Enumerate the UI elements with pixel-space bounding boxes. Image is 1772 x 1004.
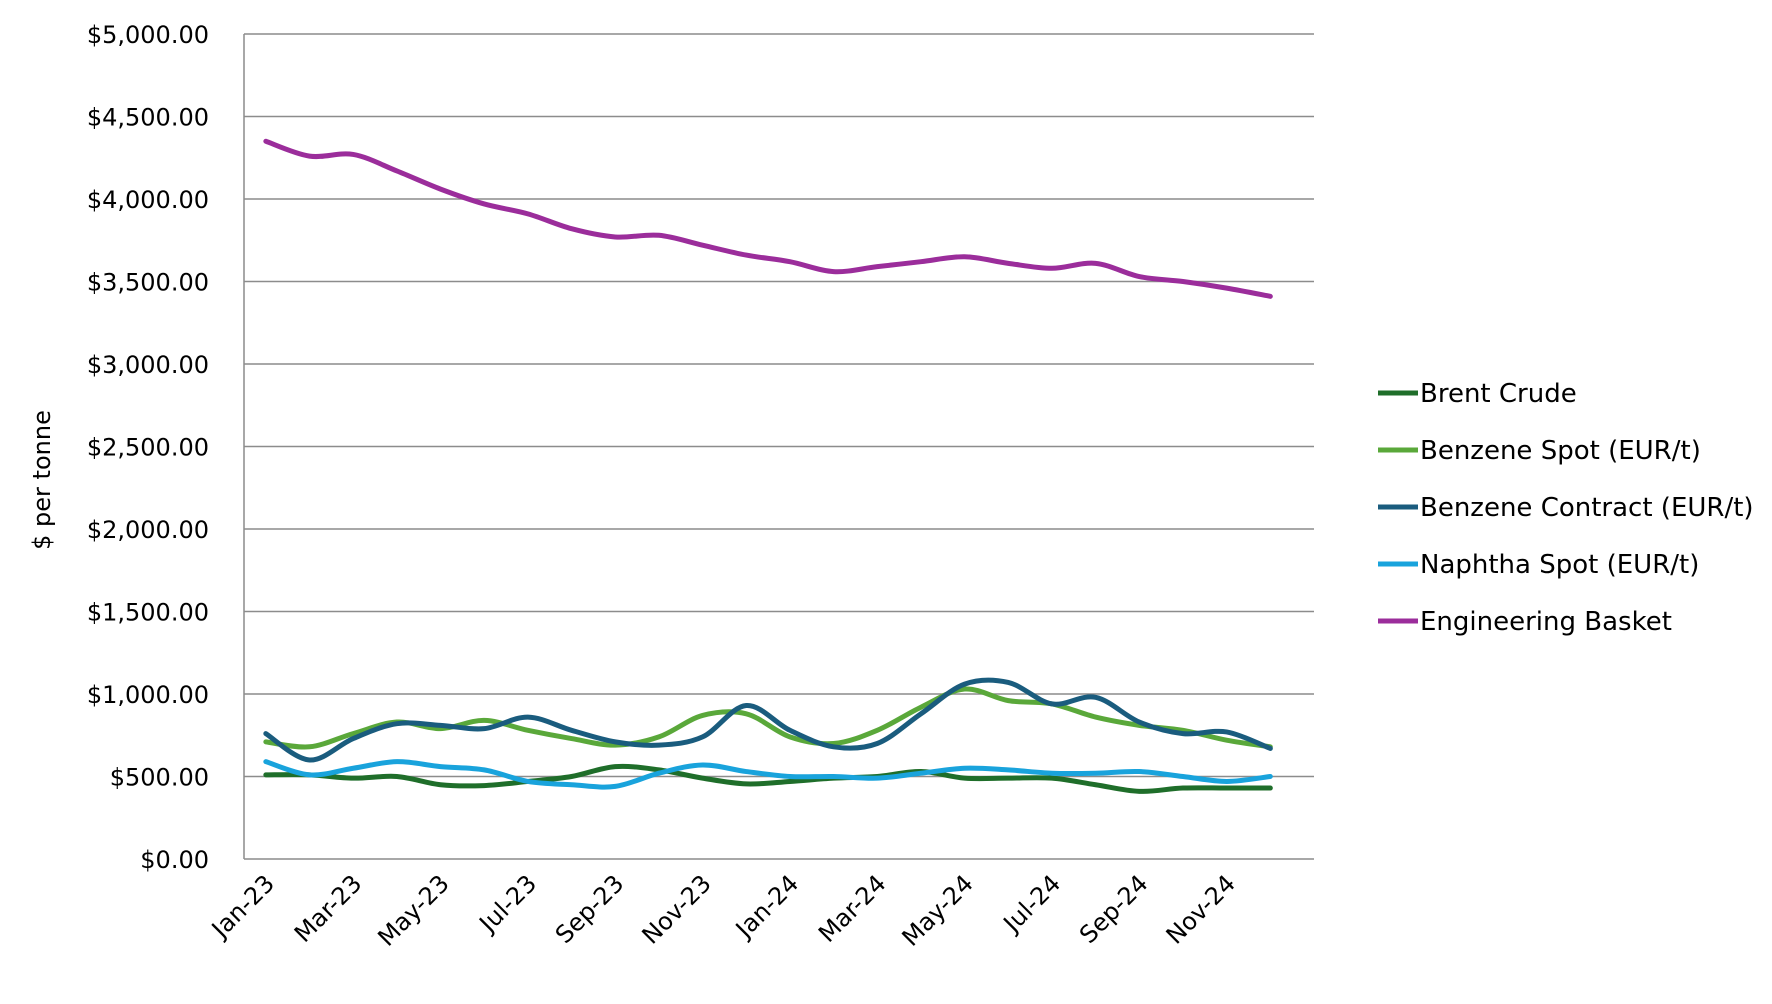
x-tick-label: Mar-23 bbox=[289, 869, 367, 947]
y-tick-label: $3,000.00 bbox=[87, 351, 209, 379]
x-tick-label: Jan-23 bbox=[205, 869, 280, 944]
y-tick-label: $1,500.00 bbox=[87, 599, 209, 627]
x-tick-label: Nov-24 bbox=[1161, 869, 1241, 949]
series-line-engineering-basket bbox=[263, 138, 1273, 299]
y-tick-label: $0.00 bbox=[140, 846, 209, 874]
x-axis-ticks: Jan-23 Mar-23 May-23 Jul-23 Sep-23 Nov-23 Jan-… bbox=[205, 869, 1241, 951]
legend-label: Brent Crude bbox=[1420, 379, 1577, 409]
y-tick-label: $1,000.00 bbox=[87, 681, 209, 709]
series-line-benzene-contract-eur-t bbox=[263, 677, 1273, 763]
legend-label: Engineering Basket bbox=[1420, 607, 1672, 637]
x-tick-label: Jan-24 bbox=[729, 869, 804, 944]
gridlines bbox=[243, 33, 1314, 860]
x-tick-label: Nov-23 bbox=[637, 869, 717, 949]
series-line-benzene-spot-eur-t bbox=[263, 686, 1273, 750]
x-tick-label: Jul-24 bbox=[997, 869, 1066, 938]
series-line-naphtha-spot-eur-t bbox=[263, 759, 1273, 790]
y-tick-label: $500.00 bbox=[110, 764, 209, 792]
series-lines bbox=[263, 138, 1273, 794]
y-tick-label: $5,000.00 bbox=[87, 21, 209, 49]
legend: Brent Crude Benzene Spot (EUR/t) Benzene C… bbox=[1378, 379, 1754, 637]
y-tick-label: $2,000.00 bbox=[87, 516, 209, 544]
x-tick-label: Jul-23 bbox=[473, 869, 542, 938]
legend-label: Naphtha Spot (EUR/t) bbox=[1420, 550, 1699, 580]
y-tick-label: $2,500.00 bbox=[87, 434, 209, 462]
x-tick-label: Sep-24 bbox=[1074, 869, 1154, 949]
legend-label: Benzene Spot (EUR/t) bbox=[1420, 436, 1701, 466]
y-tick-label: $4,000.00 bbox=[87, 186, 209, 214]
series-line-brent-crude bbox=[263, 763, 1273, 794]
x-tick-label: Sep-23 bbox=[550, 869, 630, 949]
y-axis-ticks: $0.00 $500.00 $1,000.00 $1,500.00 $2,000.00 $… bbox=[87, 21, 209, 874]
x-tick-label: Mar-24 bbox=[813, 869, 891, 947]
x-tick-label: May-23 bbox=[372, 869, 454, 951]
legend-label: Benzene Contract (EUR/t) bbox=[1420, 493, 1754, 523]
x-tick-label: May-24 bbox=[897, 869, 979, 951]
y-axis-label: $ per tonne bbox=[28, 410, 56, 550]
y-tick-label: $3,500.00 bbox=[87, 269, 209, 297]
y-tick-label: $4,500.00 bbox=[87, 104, 209, 132]
